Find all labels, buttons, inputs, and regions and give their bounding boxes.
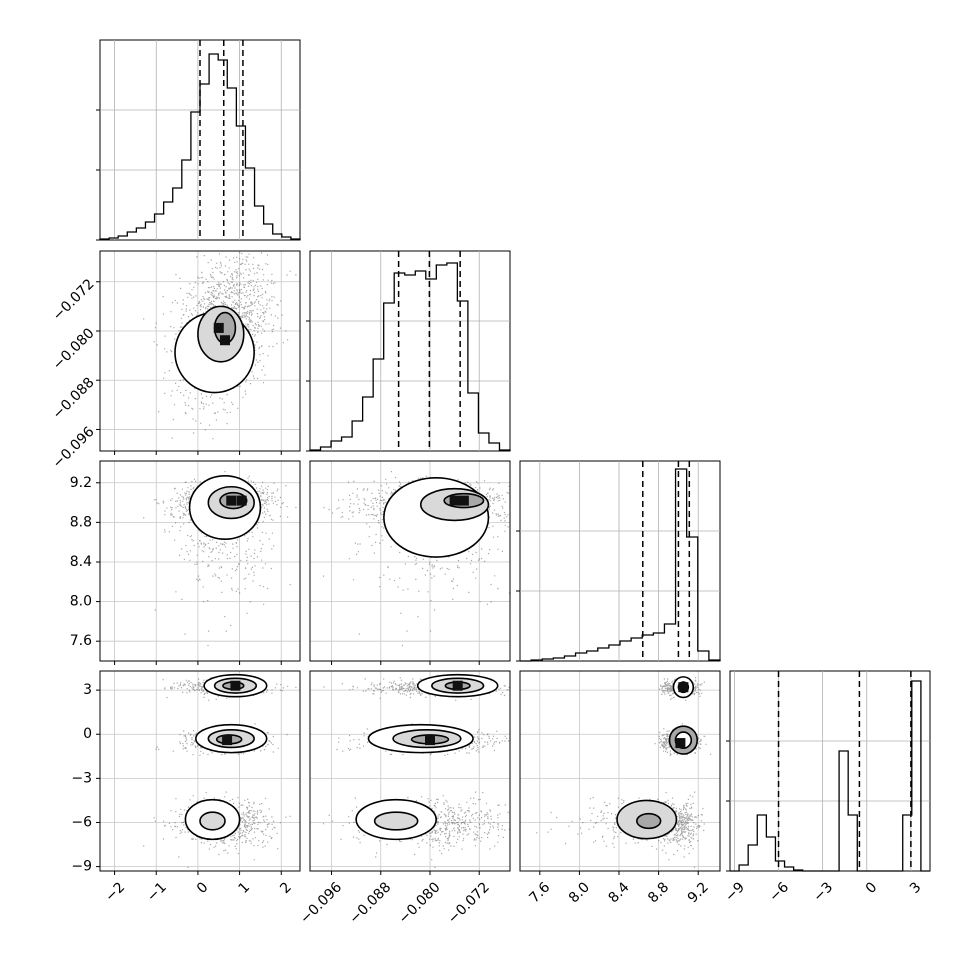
x-tick-label: −1 xyxy=(144,879,170,905)
density-peak xyxy=(213,322,224,333)
contour-level xyxy=(636,812,662,830)
density-peak xyxy=(236,495,247,506)
density-peak xyxy=(675,738,686,749)
scatter-panel-c-a xyxy=(96,460,301,665)
density-peak xyxy=(449,495,460,506)
density-peak xyxy=(452,680,463,691)
y-tick-label: −3 xyxy=(71,770,92,786)
panel-bg xyxy=(100,671,300,871)
x-tick-label: −0.072 xyxy=(445,879,493,927)
hist-bars xyxy=(730,680,930,872)
x-tick-label: 9.2 xyxy=(685,879,712,906)
scatter-panel-d-a xyxy=(96,670,301,875)
hist-panel-d xyxy=(726,670,931,872)
panel-frame xyxy=(99,460,301,662)
density-peak xyxy=(678,682,689,693)
panel-frame xyxy=(309,250,511,452)
panel-frame xyxy=(519,670,721,872)
x-tick-label: −9 xyxy=(722,879,748,905)
density-peak xyxy=(425,735,435,746)
x-tick-label: 2 xyxy=(277,879,295,897)
density-peak xyxy=(458,495,469,506)
contour-level xyxy=(199,811,226,831)
x-tick-label: −2 xyxy=(102,879,128,905)
hist-bars xyxy=(99,53,301,240)
scatter-panel-c-b xyxy=(309,460,511,665)
x-tick-label: 1 xyxy=(236,879,254,897)
panel-frame xyxy=(309,460,511,662)
y-tick-label: 3 xyxy=(83,682,92,698)
hist-panel-c xyxy=(516,460,721,662)
scatter-points xyxy=(322,471,510,647)
y-tick-label: 8.8 xyxy=(70,514,92,530)
x-tick-label: 0 xyxy=(194,879,212,897)
x-tick-label: 3 xyxy=(907,879,925,897)
x-tick-label: −0.096 xyxy=(297,879,345,927)
panel-content xyxy=(310,671,510,871)
y-tick-label: 8.0 xyxy=(70,594,92,610)
panel-content xyxy=(100,251,300,451)
x-tick-label: 8.8 xyxy=(645,879,672,906)
panel-content xyxy=(520,671,720,871)
contour-level xyxy=(373,811,419,831)
y-tick-label: 9.2 xyxy=(70,475,92,491)
density-peak xyxy=(226,495,237,506)
y-tick-label: 7.6 xyxy=(70,633,92,649)
x-tick-label: 8.4 xyxy=(606,879,633,906)
x-tick-label: −6 xyxy=(766,879,792,905)
density-peak xyxy=(230,680,241,691)
scatter-panel-b-a xyxy=(96,250,301,455)
density-peak xyxy=(220,335,230,346)
x-tick-label: −0.080 xyxy=(396,879,444,927)
y-tick-label: −0.088 xyxy=(50,375,98,423)
y-tick-label: −6 xyxy=(71,814,92,830)
y-tick-label: 8.4 xyxy=(70,554,92,570)
density-peak xyxy=(222,735,233,746)
panel-content xyxy=(100,671,300,871)
scatter-panel-d-c xyxy=(519,670,721,875)
panel-bg xyxy=(520,671,720,871)
x-tick-label: 8.0 xyxy=(566,879,593,906)
x-tick-label: −3 xyxy=(810,879,836,905)
y-tick-label: −0.072 xyxy=(50,276,98,324)
hist-panel-a xyxy=(96,39,301,241)
hist-bars xyxy=(520,468,721,662)
panel-content xyxy=(100,461,300,661)
x-tick-label: 0 xyxy=(863,879,881,897)
hist-bars xyxy=(309,262,511,451)
y-tick-label: −9 xyxy=(71,859,92,875)
y-tick-label: 0 xyxy=(83,726,92,742)
panel-frame xyxy=(99,250,301,452)
panel-frame xyxy=(729,670,931,872)
scatter-panel-d-b xyxy=(309,670,511,875)
hist-panel-b xyxy=(306,250,511,452)
x-tick-label: 7.6 xyxy=(526,879,553,906)
panel-frame xyxy=(99,670,301,872)
y-tick-label: −0.080 xyxy=(50,325,98,373)
panel-content xyxy=(310,461,510,661)
panel-frame xyxy=(309,670,511,872)
x-tick-label: −0.088 xyxy=(346,879,394,927)
y-tick-label: −0.096 xyxy=(50,424,98,472)
